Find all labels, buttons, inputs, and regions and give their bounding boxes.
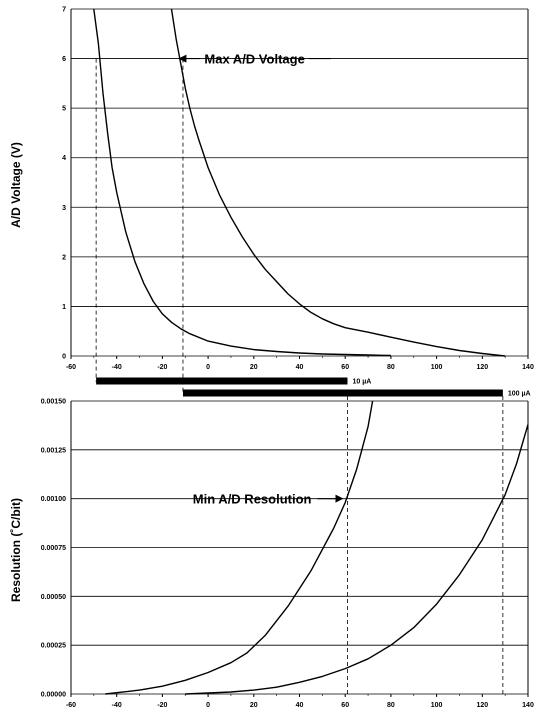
resolution-x-tick-label: 100 [431, 702, 443, 709]
resolution-y-tick-label: 0.00000 [41, 692, 66, 699]
voltage-annotation-arrowhead [178, 54, 187, 63]
voltage-y-tick-label: 0 [62, 354, 66, 361]
voltage-y-tick-label: 7 [62, 7, 66, 14]
resolution-x-tick-label: 0 [206, 702, 210, 709]
voltage-series-2-line [170, 8, 506, 357]
resolution-x-tick-label: 40 [296, 702, 304, 709]
voltage-x-tick-label: 40 [296, 364, 304, 371]
resolution-series-1-line [105, 400, 374, 695]
voltage-y-tick-label: 5 [62, 106, 66, 113]
voltage-chart: 0 1 2 3 4 5 6 7 -60 -40 -20 0 20 40 60 80 100 120 140 Max A… [62, 7, 534, 393]
voltage-x-tick-label: 80 [387, 364, 395, 371]
voltage-x-tick-label: 120 [476, 364, 488, 371]
resolution-chart: 0.00000 0.00025 0.00050 0.00075 0.00100 0.001… [41, 396, 534, 709]
voltage-annotation-label: Max A/D Voltage [204, 52, 304, 67]
resolution-x-tick-label: 120 [476, 702, 488, 709]
voltage-y-tick-label: 3 [62, 205, 66, 212]
voltage-x-tick-label: 140 [522, 364, 534, 371]
voltage-x-tick-label: 100 [431, 364, 443, 371]
voltage-y-tick-label: 6 [62, 56, 66, 63]
resolution-y-tick-label: 0.00075 [41, 545, 66, 552]
voltage-x-tick-label: 0 [206, 364, 210, 371]
current-range-bars: 10 µA 100 µA [96, 377, 531, 398]
resolution-x-tick-label: 60 [341, 702, 349, 709]
resolution-annotation-arrowhead [335, 494, 344, 503]
resolution-y-tick-label: 0.00025 [41, 643, 66, 650]
voltage-series-1-line [93, 8, 391, 357]
voltage-x-tick-label: 20 [250, 364, 258, 371]
voltage-x-tick-label: 60 [341, 364, 349, 371]
voltage-y-axis-label: A/D Voltage (V) [9, 142, 23, 228]
voltage-x-tick-label: -40 [112, 364, 122, 371]
current-range-bar-1 [96, 377, 348, 385]
current-range-bar-label: 100 µA [508, 391, 531, 398]
resolution-x-tick-label: 140 [522, 702, 534, 709]
current-range-bar-label: 10 µA [352, 379, 371, 386]
resolution-y-axis-label: Resolution (˚C/bit) [9, 498, 23, 602]
voltage-x-tick-label: -20 [157, 364, 167, 371]
resolution-x-tick-label: -60 [66, 702, 76, 709]
resolution-x-tick-label: -20 [157, 702, 167, 709]
voltage-y-tick-label: 4 [62, 155, 66, 162]
voltage-y-tick-label: 1 [62, 304, 66, 311]
resolution-y-tick-label: 0.00125 [41, 447, 66, 454]
voltage-y-tick-label: 2 [62, 254, 66, 261]
resolution-x-tick-label: -40 [112, 702, 122, 709]
current-range-bar-2 [182, 389, 503, 397]
resolution-x-tick-label: 20 [250, 702, 258, 709]
resolution-series-2-line [185, 424, 529, 695]
resolution-y-tick-label: 0.00150 [41, 399, 66, 406]
voltage-x-tick-label: -60 [66, 364, 76, 371]
resolution-x-tick-label: 80 [387, 702, 395, 709]
resolution-y-tick-label: 0.00050 [41, 594, 66, 601]
resolution-annotation-label: Min A/D Resolution [193, 492, 312, 507]
resolution-y-tick-label: 0.00100 [41, 496, 66, 503]
